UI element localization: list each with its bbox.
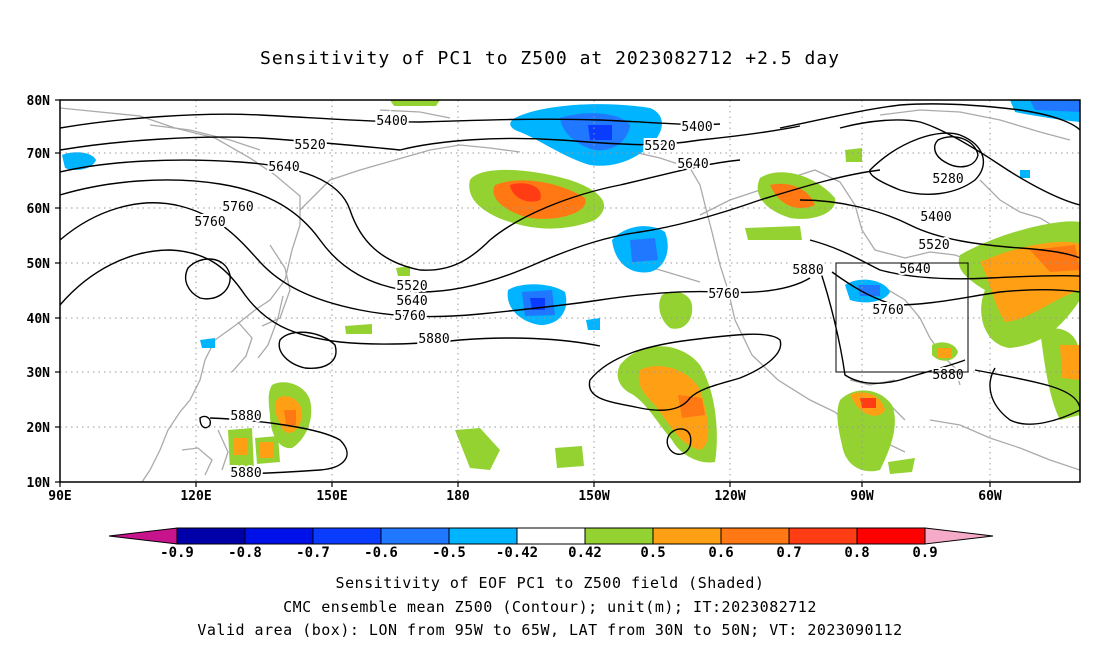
contour-label: 5400 (681, 120, 712, 135)
coastlines (60, 104, 1080, 482)
lon-label: 90E (48, 489, 71, 504)
lat-label: 30N (27, 366, 51, 381)
lon-labels: 90E 120E 150E 180 150W 120W 90W 60W (48, 489, 1002, 504)
caption-valid-area: Valid area (box): LON from 95W to 65W, L… (197, 621, 903, 639)
colorbar-swatch (788, 527, 858, 545)
colorbar-low-triangle (108, 527, 178, 545)
colorbar-label: 0.9 (912, 545, 937, 561)
colorbar-swatch (856, 527, 926, 545)
contour-label: 5400 (920, 210, 951, 225)
contour-label: 5640 (899, 262, 930, 277)
tick-marks (55, 99, 991, 487)
contour-label: 5640 (677, 157, 708, 172)
lon-label: 120W (714, 489, 745, 504)
colorbar-swatch (312, 527, 382, 545)
colorbar-label: 0.8 (844, 545, 869, 561)
lat-label: 50N (27, 257, 51, 272)
contour-label: 5520 (294, 138, 325, 153)
contour-label: 5880 (418, 332, 449, 347)
colorbar-swatch (380, 527, 450, 545)
map-frame (59, 99, 1081, 483)
contour-label: 5760 (872, 303, 903, 318)
colorbar-swatch (720, 527, 790, 545)
valid-area-box (835, 262, 969, 373)
contour-label: 5760 (222, 200, 253, 215)
contour-label: 5520 (918, 238, 949, 253)
colorbar-label: -0.7 (296, 545, 330, 561)
contour-label: 5760 (194, 215, 225, 230)
colorbar-label: -0.42 (496, 545, 538, 561)
colorbar-labels: -0.9 -0.8 -0.7 -0.6 -0.5 -0.42 0.42 0.5 … (160, 545, 938, 561)
lon-label: 150W (578, 489, 609, 504)
lon-label: 150E (316, 489, 347, 504)
contour-label: 5520 (644, 139, 675, 154)
contour-labels: 5400 5520 5640 5760 5760 5520 5640 5760 … (192, 112, 965, 482)
colorbar-label: 0.42 (568, 545, 602, 561)
contour-label: 5880 (230, 409, 261, 424)
colorbar (108, 527, 994, 545)
caption-shading: Sensitivity of EOF PC1 to Z500 field (Sh… (335, 574, 765, 592)
colorbar-swatch (652, 527, 722, 545)
lat-label: 60N (27, 202, 51, 217)
contour-label: 5760 (394, 309, 425, 324)
contour-label: 5640 (396, 294, 427, 309)
lon-label: 90W (850, 489, 874, 504)
colorbar-label: -0.6 (364, 545, 398, 561)
z500-contours (60, 103, 1080, 475)
negative-shading (62, 100, 1080, 348)
lon-label: 120E (180, 489, 211, 504)
contour-label: 5760 (708, 287, 739, 302)
sensitivity-shading (62, 100, 1080, 474)
colorbar-swatch (244, 527, 314, 545)
contour-label: 5640 (268, 160, 299, 175)
contour-label: 5880 (932, 368, 963, 383)
colorbar-high-triangle (924, 527, 994, 545)
lon-label: 60W (978, 489, 1002, 504)
colorbar-swatch (176, 527, 246, 545)
positive-shading (228, 100, 1080, 474)
colorbar-label: 0.6 (708, 545, 733, 561)
lat-label: 70N (27, 147, 51, 162)
contour-label: 5880 (230, 466, 261, 481)
lat-labels: 10N 20N 30N 40N 50N 60N 70N 80N (27, 94, 51, 491)
colorbar-swatch (448, 527, 518, 545)
contour-label: 5280 (932, 172, 963, 187)
caption-contour: CMC ensemble mean Z500 (Contour); unit(m… (283, 598, 817, 616)
lat-label: 20N (27, 421, 51, 436)
contour-label: 5520 (396, 279, 427, 294)
colorbar-label: -0.8 (228, 545, 262, 561)
contour-label: 5880 (792, 263, 823, 278)
colorbar-swatch (584, 527, 654, 545)
contour-label: 5400 (376, 114, 407, 129)
colorbar-label: -0.9 (160, 545, 194, 561)
lat-label: 40N (27, 312, 51, 327)
lon-label: 180 (446, 489, 470, 504)
lat-label: 10N (27, 476, 51, 491)
colorbar-label: -0.5 (432, 545, 466, 561)
lat-label: 80N (27, 94, 51, 109)
colorbar-label: 0.5 (640, 545, 665, 561)
colorbar-swatch (516, 527, 586, 545)
plot-title: Sensitivity of PC1 to Z500 at 2023082712… (259, 48, 840, 69)
colorbar-label: 0.7 (776, 545, 801, 561)
